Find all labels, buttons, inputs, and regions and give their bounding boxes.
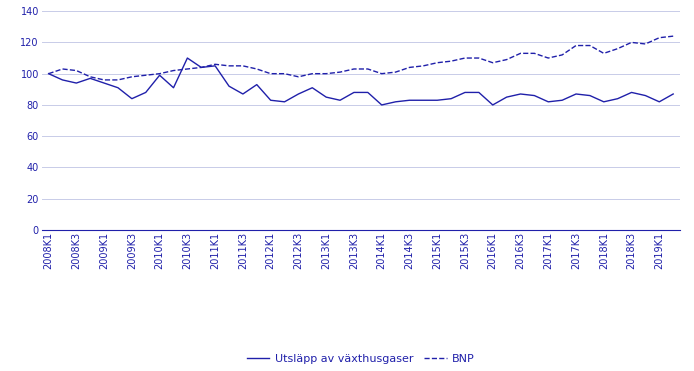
Utsläpp av växthusgaser bbox=[294, 92, 303, 96]
Utsläpp av växthusgaser bbox=[197, 65, 205, 70]
Utsläpp av växthusgaser bbox=[142, 90, 150, 95]
BNP bbox=[558, 53, 566, 57]
Legend: Utsläpp av växthusgaser, BNP: Utsläpp av växthusgaser, BNP bbox=[242, 349, 480, 368]
BNP bbox=[572, 43, 580, 48]
Utsläpp av växthusgaser bbox=[183, 56, 192, 60]
BNP bbox=[211, 62, 219, 66]
BNP bbox=[142, 73, 150, 78]
BNP bbox=[197, 65, 205, 70]
Utsläpp av växthusgaser bbox=[447, 96, 455, 101]
Utsläpp av växthusgaser bbox=[405, 98, 414, 102]
Utsläpp av växthusgaser bbox=[280, 99, 289, 104]
Utsläpp av växthusgaser bbox=[350, 90, 358, 95]
Utsläpp av växthusgaser bbox=[364, 90, 372, 95]
Utsläpp av växthusgaser bbox=[489, 103, 497, 107]
BNP bbox=[253, 67, 261, 71]
BNP bbox=[516, 51, 525, 56]
BNP bbox=[100, 78, 108, 82]
BNP bbox=[225, 63, 233, 68]
Utsläpp av växthusgaser bbox=[502, 95, 511, 99]
Utsläpp av växthusgaser bbox=[627, 90, 636, 95]
Utsläpp av växthusgaser bbox=[266, 98, 275, 102]
Utsläpp av växthusgaser bbox=[114, 85, 122, 90]
BNP bbox=[489, 60, 497, 65]
BNP bbox=[169, 68, 178, 73]
Utsläpp av växthusgaser bbox=[72, 81, 81, 85]
BNP bbox=[294, 75, 303, 79]
BNP bbox=[280, 72, 289, 76]
Utsläpp av växthusgaser bbox=[419, 98, 428, 102]
BNP bbox=[600, 51, 608, 56]
Utsläpp av växthusgaser bbox=[461, 90, 469, 95]
BNP bbox=[128, 75, 136, 79]
BNP bbox=[405, 65, 414, 70]
Utsläpp av växthusgaser bbox=[100, 81, 108, 85]
BNP bbox=[613, 46, 622, 51]
Utsläpp av växthusgaser bbox=[336, 98, 344, 102]
BNP bbox=[266, 72, 275, 76]
Utsläpp av växthusgaser bbox=[155, 73, 164, 78]
Utsläpp av växthusgaser bbox=[516, 92, 525, 96]
Utsläpp av växthusgaser bbox=[44, 72, 53, 76]
BNP bbox=[183, 67, 192, 71]
BNP bbox=[475, 56, 483, 60]
BNP bbox=[544, 56, 552, 60]
BNP bbox=[530, 51, 539, 56]
BNP bbox=[114, 78, 122, 82]
Utsläpp av växthusgaser bbox=[558, 98, 566, 102]
Utsläpp av växthusgaser bbox=[169, 85, 178, 90]
Utsläpp av växthusgaser bbox=[308, 85, 316, 90]
BNP bbox=[391, 70, 400, 74]
BNP bbox=[419, 63, 428, 68]
BNP bbox=[58, 67, 67, 71]
Utsläpp av växthusgaser bbox=[613, 96, 622, 101]
BNP bbox=[308, 72, 316, 76]
Utsläpp av växthusgaser bbox=[572, 92, 580, 96]
BNP bbox=[86, 75, 94, 79]
BNP bbox=[627, 40, 636, 45]
Utsläpp av växthusgaser bbox=[600, 99, 608, 104]
BNP bbox=[461, 56, 469, 60]
Utsläpp av växthusgaser bbox=[58, 78, 67, 82]
Utsläpp av växthusgaser bbox=[239, 92, 247, 96]
Utsläpp av växthusgaser bbox=[391, 99, 400, 104]
Utsläpp av växthusgaser bbox=[655, 99, 663, 104]
Utsläpp av växthusgaser bbox=[322, 95, 330, 99]
BNP bbox=[586, 43, 594, 48]
BNP bbox=[669, 34, 677, 38]
BNP bbox=[239, 63, 247, 68]
BNP bbox=[641, 42, 650, 46]
Utsläpp av växthusgaser bbox=[378, 103, 386, 107]
Utsläpp av växthusgaser bbox=[225, 84, 233, 88]
Line: BNP: BNP bbox=[49, 36, 673, 80]
Utsläpp av växthusgaser bbox=[128, 96, 136, 101]
Utsläpp av växthusgaser bbox=[211, 63, 219, 68]
BNP bbox=[44, 72, 53, 76]
BNP bbox=[655, 36, 663, 40]
Line: Utsläpp av växthusgaser: Utsläpp av växthusgaser bbox=[49, 58, 673, 105]
Utsläpp av växthusgaser bbox=[475, 90, 483, 95]
Utsläpp av växthusgaser bbox=[253, 82, 261, 87]
BNP bbox=[502, 58, 511, 62]
Utsläpp av växthusgaser bbox=[544, 99, 552, 104]
Utsläpp av växthusgaser bbox=[586, 93, 594, 98]
Utsläpp av växthusgaser bbox=[641, 93, 650, 98]
BNP bbox=[72, 68, 81, 73]
BNP bbox=[433, 60, 441, 65]
BNP bbox=[322, 72, 330, 76]
BNP bbox=[350, 67, 358, 71]
BNP bbox=[364, 67, 372, 71]
BNP bbox=[336, 70, 344, 74]
Utsläpp av växthusgaser bbox=[669, 92, 677, 96]
BNP bbox=[447, 59, 455, 63]
BNP bbox=[155, 72, 164, 76]
BNP bbox=[378, 72, 386, 76]
Utsläpp av växthusgaser bbox=[530, 93, 539, 98]
Utsläpp av växthusgaser bbox=[433, 98, 441, 102]
Utsläpp av växthusgaser bbox=[86, 76, 94, 81]
